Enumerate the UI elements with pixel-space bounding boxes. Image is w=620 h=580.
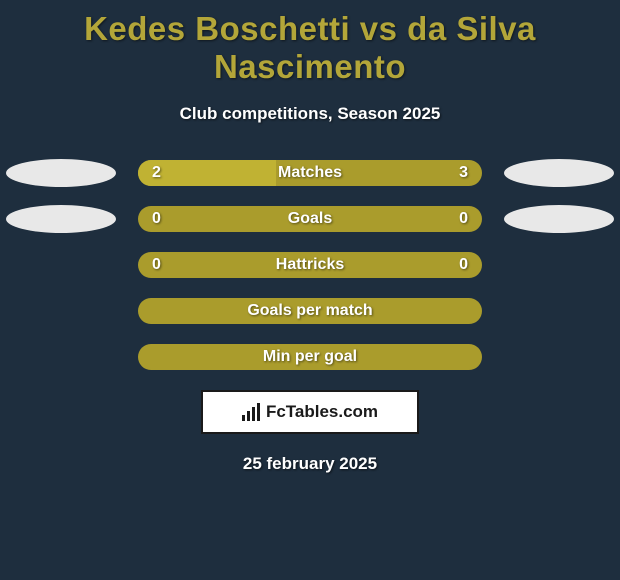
- stat-value-right: 0: [459, 256, 468, 274]
- player-left-badge: [10, 159, 120, 187]
- player-right-badge: [500, 297, 610, 325]
- stat-row: Min per goal: [0, 344, 620, 370]
- stat-bar: Goals per match: [138, 298, 482, 324]
- player-right-badge: [500, 251, 610, 279]
- player-left-badge: [10, 297, 120, 325]
- stat-metric-label: Hattricks: [276, 256, 344, 274]
- player-right-badge: [500, 159, 610, 187]
- comparison-rows: 2 Matches 3 0 Goals 0 0 Hattricks 0 Goals per mat…: [0, 160, 620, 370]
- stat-bar: Min per goal: [138, 344, 482, 370]
- player-right-badge: [500, 343, 610, 371]
- brand-text: FcTables.com: [266, 402, 378, 422]
- stat-value-left: 0: [152, 210, 161, 228]
- stat-bar: 0 Goals 0: [138, 206, 482, 232]
- stat-value-left: 0: [152, 256, 161, 274]
- stat-row: 0 Hattricks 0: [0, 252, 620, 278]
- brand-box: FcTables.com: [201, 390, 419, 434]
- page-subtitle: Club competitions, Season 2025: [0, 104, 620, 124]
- stat-value-right: 3: [459, 164, 468, 182]
- page-title: Kedes Boschetti vs da Silva Nascimento: [0, 0, 620, 86]
- player-right-badge: [500, 205, 610, 233]
- stat-bar: 2 Matches 3: [138, 160, 482, 186]
- stat-metric-label: Goals per match: [247, 302, 372, 320]
- stat-value-right: 0: [459, 210, 468, 228]
- stat-metric-label: Matches: [278, 164, 342, 182]
- stat-row: 2 Matches 3: [0, 160, 620, 186]
- stat-row: Goals per match: [0, 298, 620, 324]
- stat-value-left: 2: [152, 164, 161, 182]
- chart-bars-icon: [242, 403, 260, 421]
- stat-metric-label: Goals: [288, 210, 332, 228]
- player-left-badge: [10, 205, 120, 233]
- stat-row: 0 Goals 0: [0, 206, 620, 232]
- player-left-badge: [10, 343, 120, 371]
- stat-metric-label: Min per goal: [263, 348, 357, 366]
- stat-bar: 0 Hattricks 0: [138, 252, 482, 278]
- player-left-badge: [10, 251, 120, 279]
- date-text: 25 february 2025: [0, 454, 620, 474]
